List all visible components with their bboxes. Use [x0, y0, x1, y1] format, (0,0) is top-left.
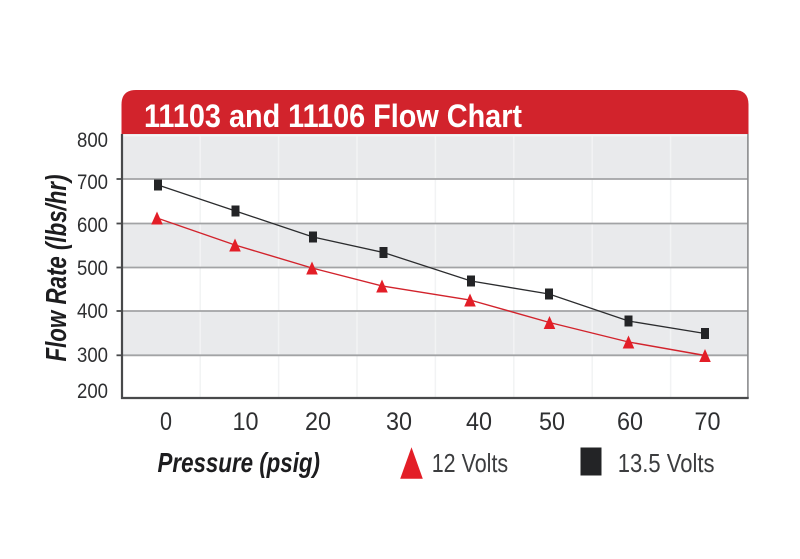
svg-text:Pressure (psig): Pressure (psig): [158, 447, 321, 478]
svg-text:400: 400: [77, 300, 108, 323]
svg-text:11103 and 11106 Flow Chart: 11103 and 11106 Flow Chart: [144, 98, 522, 134]
svg-text:Flow Rate (lbs/hr): Flow Rate (lbs/hr): [41, 175, 73, 362]
svg-text:0: 0: [160, 408, 172, 436]
svg-text:20: 20: [305, 408, 331, 436]
svg-text:700: 700: [77, 171, 108, 194]
svg-text:200: 200: [77, 380, 108, 403]
svg-text:40: 40: [466, 408, 492, 436]
svg-text:10: 10: [233, 408, 259, 436]
svg-text:60: 60: [617, 408, 643, 436]
svg-text:12 Volts: 12 Volts: [432, 448, 509, 478]
svg-text:800: 800: [77, 129, 108, 152]
svg-text:70: 70: [695, 408, 721, 436]
svg-text:500: 500: [77, 257, 108, 280]
svg-text:600: 600: [77, 214, 108, 237]
svg-text:13.5 Volts: 13.5 Volts: [618, 448, 715, 478]
svg-text:50: 50: [539, 408, 565, 436]
svg-text:300: 300: [77, 344, 108, 367]
svg-text:30: 30: [386, 408, 412, 436]
